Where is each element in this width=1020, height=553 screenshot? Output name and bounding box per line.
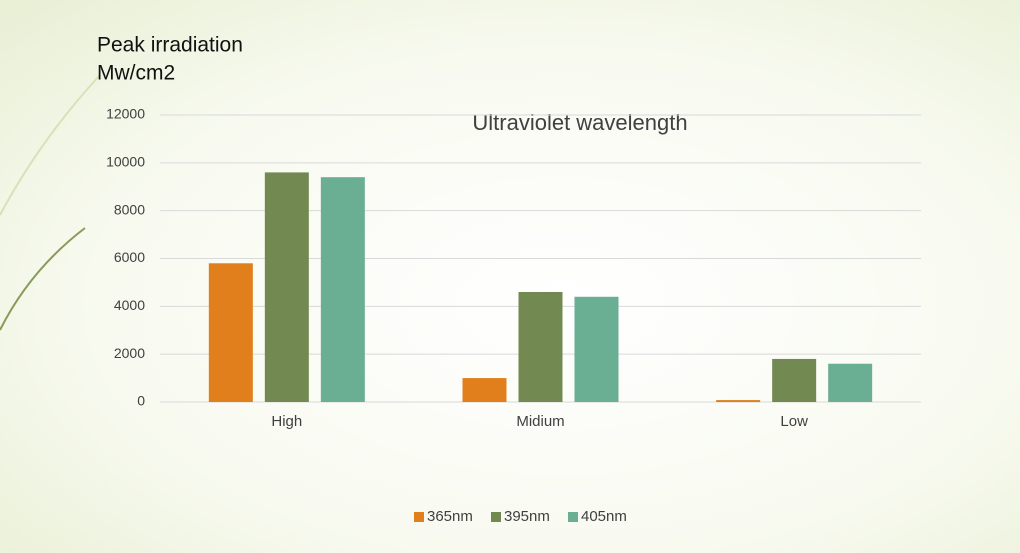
y-axis-label: Peak irradiation	[97, 34, 243, 57]
decor-curve	[0, 227, 86, 331]
y-tick-label: 2000	[114, 345, 145, 361]
y-tick-label: 4000	[114, 297, 145, 313]
legend-swatch	[491, 512, 501, 522]
bar	[828, 363, 873, 402]
x-tick-label: Midium	[516, 413, 564, 430]
legend-label: 405nm	[581, 508, 627, 525]
x-tick-label: Low	[780, 413, 808, 430]
chart-title: Ultraviolet wavelength	[472, 110, 687, 135]
bar	[462, 378, 507, 402]
y-tick-label: 0	[137, 393, 145, 409]
bar	[320, 177, 365, 402]
y-tick-label: 12000	[106, 106, 145, 122]
legend-swatch	[414, 512, 424, 522]
y-axis-label: Mw/cm2	[97, 62, 175, 85]
y-tick-label: 10000	[106, 154, 145, 170]
legend-label: 365nm	[427, 508, 473, 525]
y-tick-label: 8000	[114, 201, 145, 217]
bar	[574, 296, 619, 402]
legend-swatch	[568, 512, 578, 522]
decor-curve	[0, 74, 101, 216]
bar	[772, 358, 817, 402]
bar	[264, 172, 309, 402]
x-tick-label: High	[271, 413, 302, 430]
legend-label: 395nm	[504, 508, 550, 525]
y-tick-label: 6000	[114, 249, 145, 265]
bar	[716, 400, 761, 402]
bar	[518, 291, 563, 402]
bar	[208, 263, 253, 402]
